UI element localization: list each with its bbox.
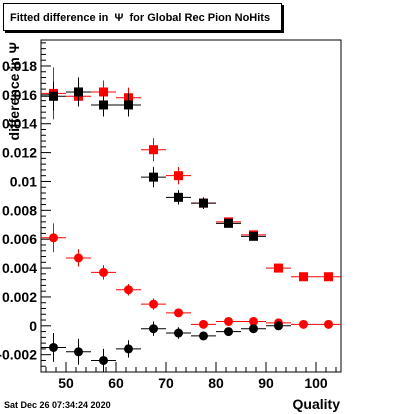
square-marker xyxy=(199,198,208,208)
circle-marker xyxy=(124,344,133,354)
square-marker xyxy=(149,172,158,182)
y-tick-label: 0.01 xyxy=(10,173,37,189)
x-tick-label: 90 xyxy=(258,375,274,391)
y-axis-label: difference in Ψ xyxy=(6,42,22,140)
circle-marker xyxy=(249,324,258,334)
circle-marker xyxy=(199,319,208,329)
square-marker xyxy=(124,100,133,110)
data-series xyxy=(41,67,341,372)
y-axis-label-group: difference in Ψ xyxy=(6,42,22,140)
x-tick-label: 50 xyxy=(58,375,74,391)
plot-border xyxy=(40,39,342,373)
plot-frame xyxy=(40,39,342,373)
y-tick-label: 0.014 xyxy=(2,116,37,132)
chart-title: Fitted difference in Ψ for Global Rec Pi… xyxy=(10,12,271,24)
x-tick-label: 60 xyxy=(108,375,124,391)
square-marker xyxy=(174,192,183,202)
series-1 xyxy=(41,77,266,241)
circle-marker xyxy=(224,316,233,326)
x-axis: 50 60 70 80 90 100 xyxy=(45,362,337,391)
circle-marker xyxy=(174,328,183,338)
square-marker xyxy=(324,272,333,282)
y-tick-label: 0 xyxy=(29,318,37,334)
square-marker xyxy=(274,263,283,273)
square-marker xyxy=(49,91,58,101)
circle-marker xyxy=(74,347,83,357)
square-marker xyxy=(149,145,158,155)
y-tick-label: 0.002 xyxy=(2,289,37,305)
y-tick-label: 0.018 xyxy=(2,58,37,74)
circle-marker xyxy=(274,321,283,331)
x-tick-label: 100 xyxy=(304,375,328,391)
circle-marker xyxy=(124,285,133,295)
y-tick-label: 0.004 xyxy=(2,260,37,276)
y-tick-label: 0.012 xyxy=(2,145,37,161)
square-marker xyxy=(99,87,108,97)
circle-marker xyxy=(74,253,83,263)
square-marker xyxy=(224,218,233,228)
y-tick-label: 0.006 xyxy=(2,231,37,247)
y-tick-label: 0.016 xyxy=(2,87,37,103)
circle-marker xyxy=(99,355,108,365)
circle-marker xyxy=(149,324,158,334)
series-0 xyxy=(41,67,341,282)
circle-marker xyxy=(49,233,58,243)
circle-marker xyxy=(324,319,333,329)
circle-marker xyxy=(149,299,158,309)
title-box: Fitted difference in Ψ for Global Rec Pi… xyxy=(3,3,282,31)
square-marker xyxy=(299,272,308,282)
y-axis: -0.002 0 0.002 0.004 0.006 0.008 0.01 0.012 0.01… xyxy=(0,42,51,373)
circle-marker xyxy=(224,327,233,337)
y-tick-label: -0.002 xyxy=(0,347,37,363)
circle-marker xyxy=(249,316,258,326)
x-tick-label: 70 xyxy=(158,375,174,391)
square-marker xyxy=(74,87,83,97)
timestamp-label: Sat Dec 26 07:34:24 2020 xyxy=(4,400,111,410)
y-tick-label: 0.008 xyxy=(2,202,37,218)
circle-marker xyxy=(199,331,208,341)
series-3 xyxy=(41,321,291,372)
square-marker xyxy=(174,171,183,181)
square-marker xyxy=(99,100,108,110)
series-2 xyxy=(41,223,341,329)
x-axis-label: Quality xyxy=(292,396,340,412)
square-marker xyxy=(249,231,258,241)
circle-marker xyxy=(99,267,108,277)
circle-marker xyxy=(49,342,58,352)
x-tick-label: 80 xyxy=(208,375,224,391)
circle-marker xyxy=(174,308,183,318)
circle-marker xyxy=(299,319,308,329)
